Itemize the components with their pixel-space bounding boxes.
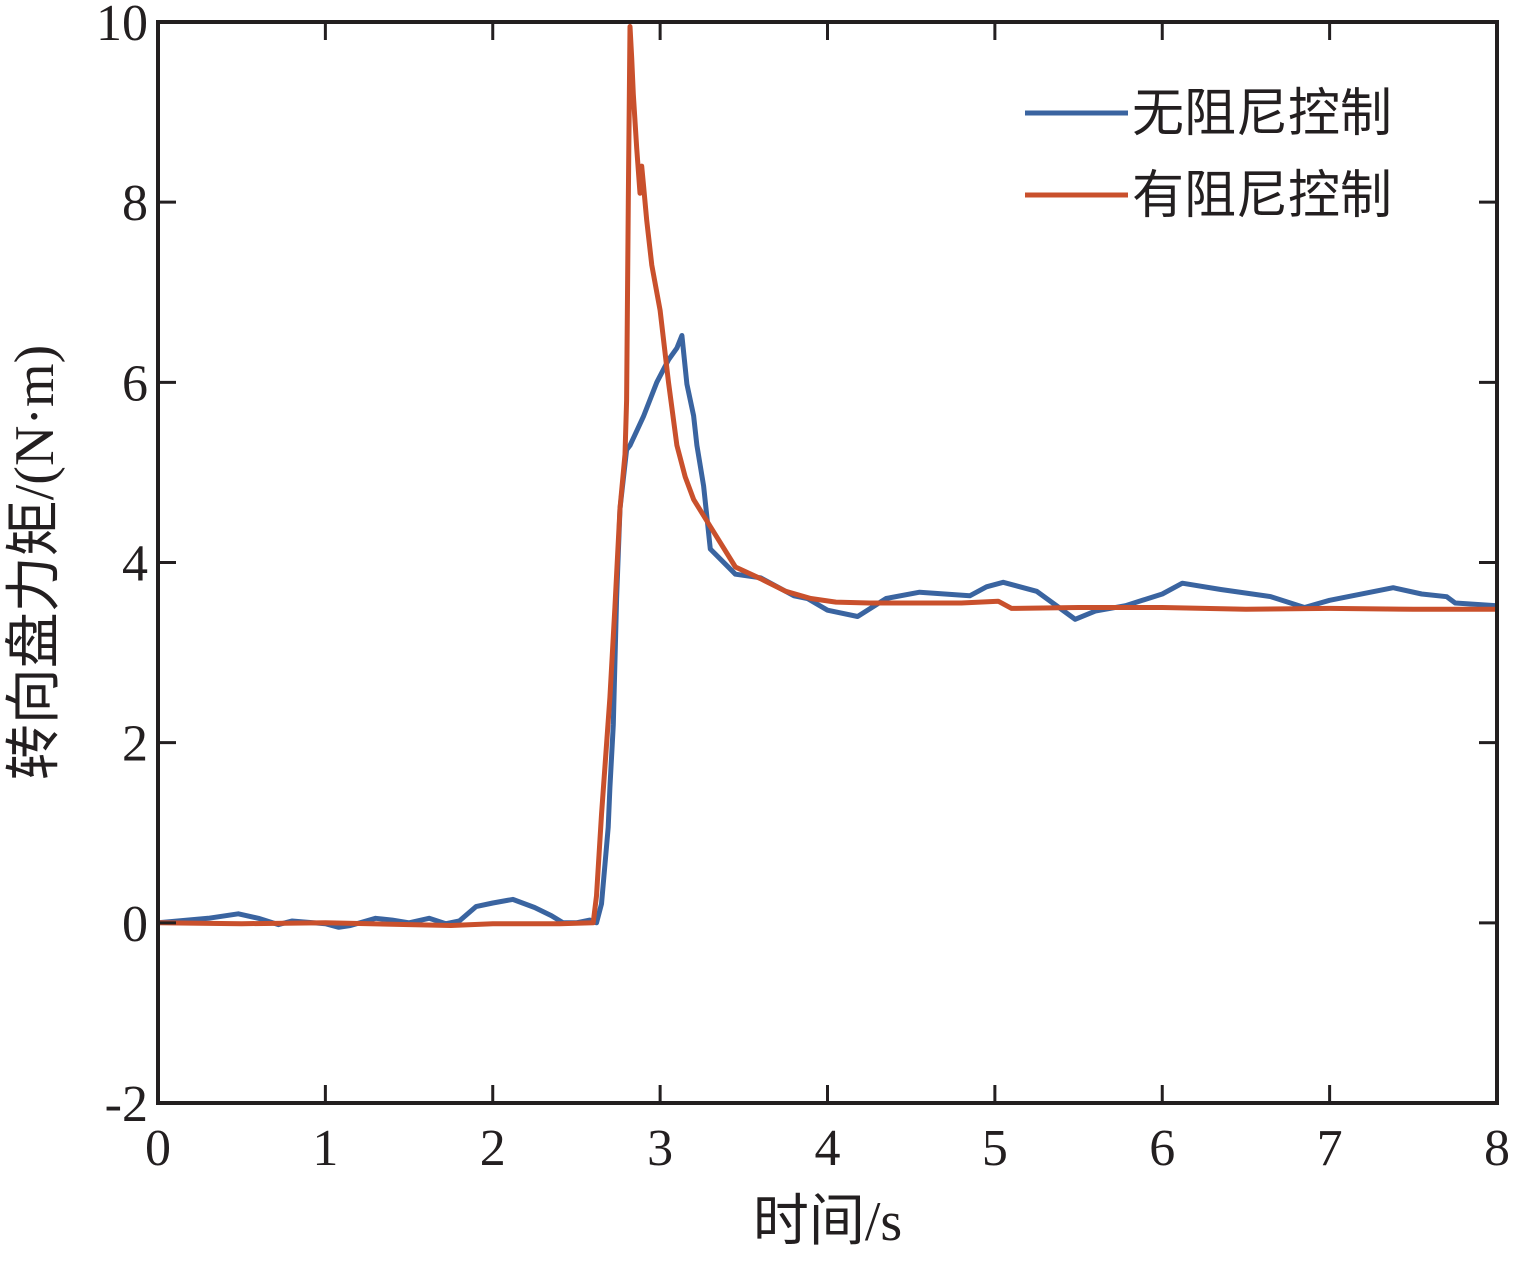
x-tick-label: 7 [1317,1120,1343,1177]
y-tick-label: 6 [122,355,148,412]
series-line-2 [158,24,1497,928]
x-tick-label: 3 [647,1120,673,1177]
y-tick-label: 10 [96,0,148,52]
y-tick-label: -2 [105,1076,148,1133]
ticks-layer [156,20,1499,1105]
y-tick-label: 4 [122,536,148,593]
y-tick-label: 2 [122,716,148,773]
legend-label-1: 无阻尼控制 [1132,84,1392,144]
x-tick-label: 0 [145,1120,171,1177]
x-tick-label: 1 [312,1120,338,1177]
y-axis-label: 转向盘力矩/(N·m) [4,345,66,781]
x-tick-label: 4 [815,1120,841,1177]
x-tick-label: 6 [1149,1120,1175,1177]
series-layer [158,24,1497,930]
x-axis-label: 时间/s [753,1191,902,1253]
x-tick-label: 2 [480,1120,506,1177]
x-tick-label: 8 [1484,1120,1510,1177]
x-tick-label: 5 [982,1120,1008,1177]
legend-label-2: 有阻尼控制 [1132,166,1392,226]
series-line-1 [158,333,1497,930]
y-tick-label: 8 [122,175,148,232]
y-tick-label: 0 [122,896,148,953]
